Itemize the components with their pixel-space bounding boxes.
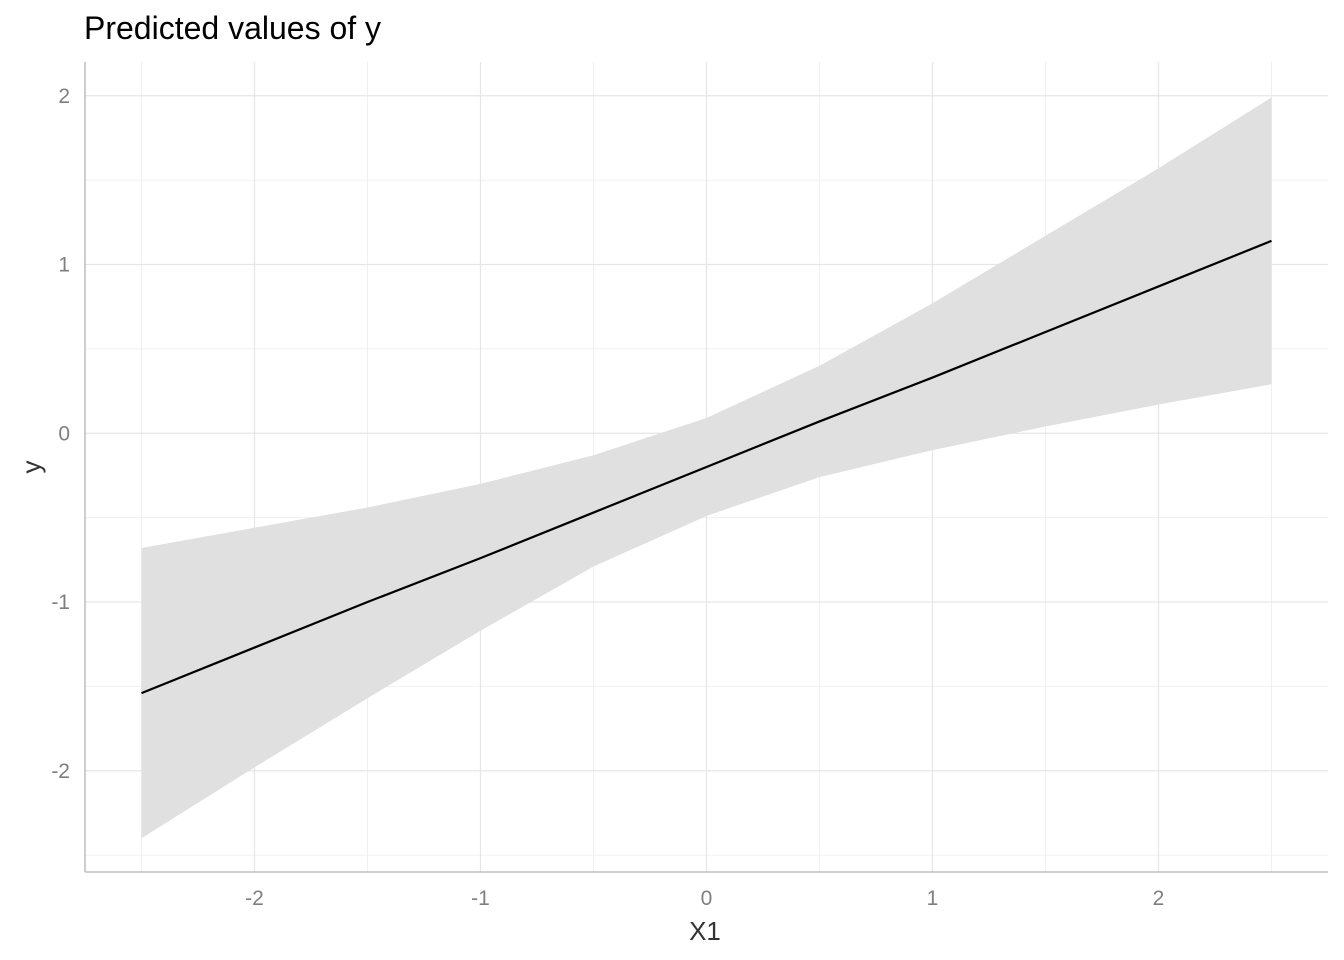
chart-title: Predicted values of y <box>84 10 382 46</box>
x-tick-label: 0 <box>701 887 713 910</box>
x-axis-title: X1 <box>689 916 721 946</box>
y-axis-ticks: -2 -1 0 1 2 <box>51 85 70 783</box>
prediction-line-layer <box>141 239 1272 695</box>
y-tick-label: 1 <box>58 254 70 277</box>
x-tick-label: -2 <box>245 887 264 910</box>
y-tick-label: 0 <box>58 422 70 445</box>
x-axis-ticks: -2 -1 0 1 2 <box>245 887 1164 910</box>
y-tick-label: -1 <box>51 591 70 614</box>
x-tick-label: -1 <box>471 887 490 910</box>
x-tick-label: 2 <box>1153 887 1165 910</box>
x-tick-label: 1 <box>927 887 939 910</box>
y-tick-label: -2 <box>51 760 70 783</box>
y-tick-label: 2 <box>58 85 70 108</box>
y-axis-title: y <box>16 461 46 474</box>
prediction-line <box>141 239 1272 695</box>
axes <box>84 62 1328 873</box>
